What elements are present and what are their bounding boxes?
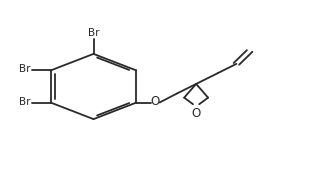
Text: Br: Br xyxy=(19,64,31,74)
Text: O: O xyxy=(191,107,201,120)
Text: Br: Br xyxy=(19,97,31,107)
Text: O: O xyxy=(151,95,160,108)
Text: Br: Br xyxy=(88,28,99,38)
